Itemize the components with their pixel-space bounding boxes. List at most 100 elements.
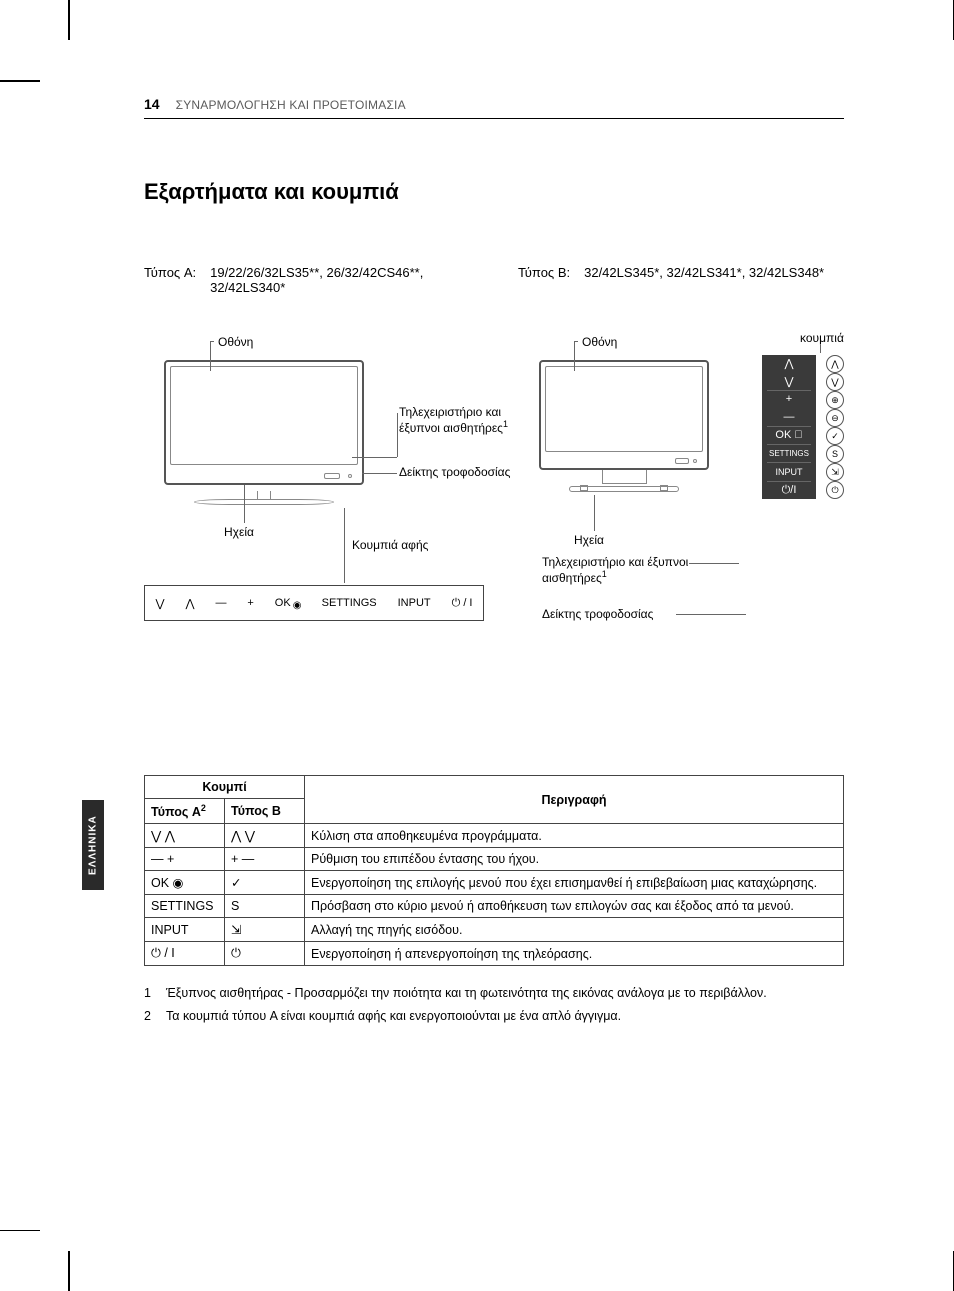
- cell-type-a: SETTINGS: [145, 895, 225, 918]
- down-icon: ⋁: [155, 597, 164, 610]
- touch-button-strip: ⋁ ⋀ — + OK SETTINGS INPUT ⏻ / I: [144, 585, 484, 621]
- leader-line: [820, 345, 821, 353]
- ring-up-icon: ⋀: [826, 355, 844, 373]
- footnote-text: Έξυπνος αισθητήρας - Προσαρμόζει την ποι…: [166, 984, 767, 1003]
- cell-type-a: OK ◉: [145, 871, 225, 895]
- callout-screen-b: Οθόνη: [582, 335, 617, 349]
- tv-b-stand-foot: [569, 486, 679, 492]
- table-row: ⋁ ⋀ ⋀ ⋁ Κύλιση στα αποθηκευμένα προγράμμ…: [145, 824, 844, 848]
- tv-a-sensor-icon: [324, 473, 340, 479]
- table-row: OK ◉ ✓ Ενεργοποίηση της επιλογής μενού π…: [145, 871, 844, 895]
- tv-b-screen: [539, 360, 709, 470]
- table-row: SETTINGS S Πρόσβαση στο κύριο μενού ή απ…: [145, 895, 844, 918]
- type-a-block: Τύπος A: 19/22/26/32LS35**, 26/32/42CS46…: [144, 265, 470, 295]
- callout-power-indicator-a: Δείκτης τροφοδοσίας: [399, 465, 519, 479]
- diagrams-area: Οθόνη Τηλεχειριστήριο και έξυπνοι αισθητ…: [144, 335, 844, 665]
- side-btn-down: ⋁: [762, 372, 816, 389]
- leader-line: [397, 413, 398, 457]
- leader-line: [676, 614, 746, 615]
- tv-diagram-b: [539, 360, 709, 492]
- tv-a-panel: [170, 366, 358, 465]
- tv-diagram-a: [164, 360, 364, 507]
- type-b-models: 32/42LS345*, 32/42LS341*, 32/42LS348*: [584, 265, 824, 295]
- th-type-b: Τύπος B: [225, 799, 305, 824]
- ring-input-icon: ⇲: [826, 463, 844, 481]
- cell-type-a: ⋁ ⋀: [145, 824, 225, 848]
- tv-a-bezel: [170, 469, 358, 479]
- cell-desc: Ενεργοποίηση ή απενεργοποίηση της τηλεόρ…: [305, 942, 844, 966]
- plus-icon: +: [247, 597, 253, 609]
- up-icon: ⋀: [185, 597, 194, 610]
- footnote-2: 2 Τα κουμπιά τύπου A είναι κουμπιά αφής …: [144, 1007, 844, 1026]
- cell-type-a: INPUT: [145, 918, 225, 942]
- tv-b-stand-neck: [602, 470, 647, 484]
- cell-type-b: ⋀ ⋁: [225, 824, 305, 848]
- th-button: Κουμπί: [145, 776, 305, 799]
- leader-line: [210, 341, 211, 371]
- settings-label: SETTINGS: [322, 597, 377, 609]
- leader-line: [574, 341, 575, 371]
- cell-desc: Κύλιση στα αποθηκευμένα προγράμματα.: [305, 824, 844, 848]
- leader-line: [210, 341, 214, 342]
- page-body: 14 ΣΥΝΑΡΜΟΛΟΓΗΣΗ ΚΑΙ ΠΡΟΕΤΟΙΜΑΣΙΑ Εξαρτή…: [144, 96, 844, 1030]
- footnote-ref: 1: [503, 419, 508, 429]
- leader-line: [352, 457, 397, 458]
- footnote-1: 1 Έξυπνος αισθητήρας - Προσαρμόζει την π…: [144, 984, 844, 1003]
- ring-minus-icon: ⊖: [826, 409, 844, 427]
- type-b-block: Τύπος B: 32/42LS345*, 32/42LS341*, 32/42…: [518, 265, 844, 295]
- type-a-label: Τύπος A:: [144, 265, 196, 295]
- ring-ok-icon: ✓: [826, 427, 844, 445]
- cell-type-a: — +: [145, 848, 225, 871]
- type-a-models: 19/22/26/32LS35**, 26/32/42CS46**, 32/42…: [210, 265, 470, 295]
- th-type-a: Τύπος A2: [145, 799, 225, 824]
- callout-remote-sensor-text: Τηλεχειριστήριο και έξυπνοι αισθητήρες: [542, 555, 688, 585]
- leader-line: [344, 508, 345, 583]
- side-btn-plus: +: [762, 391, 816, 408]
- page-title: Εξαρτήματα και κουμπιά: [144, 179, 844, 205]
- footnotes: 1 Έξυπνος αισθητήρας - Προσαρμόζει την π…: [144, 984, 844, 1026]
- side-button-panel: ⋀ ⋁ + — OK ⃝ SETTINGS INPUT ⏻/I ⋀ ⋁ ⊕ ⊖ …: [762, 355, 848, 499]
- callout-remote-sensor-text: Τηλεχειριστήριο και έξυπνοι αισθητήρες: [399, 405, 503, 435]
- leader-line: [689, 563, 739, 564]
- page-number: 14: [144, 96, 160, 112]
- tv-a-screen: [164, 360, 364, 485]
- side-btn-ok: OK ⃝: [762, 427, 816, 444]
- cell-type-b: ✓: [225, 871, 305, 895]
- input-label: INPUT: [398, 597, 431, 609]
- tv-b-panel: [545, 366, 703, 452]
- footnote-ref: 2: [201, 803, 206, 813]
- side-btn-input: INPUT: [762, 463, 816, 480]
- buttons-table-body: ⋁ ⋀ ⋀ ⋁ Κύλιση στα αποθηκευμένα προγράμμ…: [145, 824, 844, 966]
- footnote-ref: 1: [602, 569, 607, 579]
- page-header: 14 ΣΥΝΑΡΜΟΛΟΓΗΣΗ ΚΑΙ ΠΡΟΕΤΟΙΜΑΣΙΑ: [144, 96, 844, 119]
- section-path: ΣΥΝΑΡΜΟΛΟΓΗΣΗ ΚΑΙ ΠΡΟΕΤΟΙΜΑΣΙΑ: [176, 98, 406, 112]
- callout-screen-a: Οθόνη: [218, 335, 253, 349]
- cell-desc: Ενεργοποίηση της επιλογής μενού που έχει…: [305, 871, 844, 895]
- cell-type-b: + —: [225, 848, 305, 871]
- footnote-text: Τα κουμπιά τύπου A είναι κουμπιά αφής κα…: [166, 1007, 621, 1026]
- type-b-label: Τύπος B:: [518, 265, 570, 295]
- language-tab: ΕΛΛΗΝΙΚΑ: [82, 800, 104, 890]
- crop-mark: [68, 1251, 70, 1291]
- table-row: — + + — Ρύθμιση του επιπέδου έντασης του…: [145, 848, 844, 871]
- tv-b-led-icon: [693, 459, 697, 463]
- ring-power-icon: ⏻: [826, 481, 844, 499]
- tv-b-sensor-icon: [675, 458, 689, 464]
- cell-type-b: ⇲: [225, 918, 305, 942]
- leader-line: [362, 473, 397, 474]
- callout-remote-sensor-a: Τηλεχειριστήριο και έξυπνοι αισθητήρες1: [399, 405, 529, 435]
- leader-line: [594, 495, 595, 531]
- footnote-number: 1: [144, 984, 156, 1003]
- side-btn-power: ⏻/I: [762, 482, 816, 499]
- leader-line: [574, 341, 578, 342]
- ring-settings-icon: S: [826, 445, 844, 463]
- buttons-table: Κουμπί Περιγραφή Τύπος A2 Τύπος B ⋁ ⋀ ⋀ …: [144, 775, 844, 966]
- cell-desc: Αλλαγή της πηγής εισόδου.: [305, 918, 844, 942]
- cell-type-b: S: [225, 895, 305, 918]
- side-panel-ring-strip: ⋀ ⋁ ⊕ ⊖ ✓ S ⇲ ⏻: [822, 355, 848, 499]
- tv-b-bezel: [545, 454, 703, 464]
- tv-a-led-icon: [348, 474, 352, 478]
- cell-desc: Ρύθμιση του επιπέδου έντασης του ήχου.: [305, 848, 844, 871]
- ok-icon: OK: [275, 597, 301, 609]
- leader-line: [244, 485, 245, 523]
